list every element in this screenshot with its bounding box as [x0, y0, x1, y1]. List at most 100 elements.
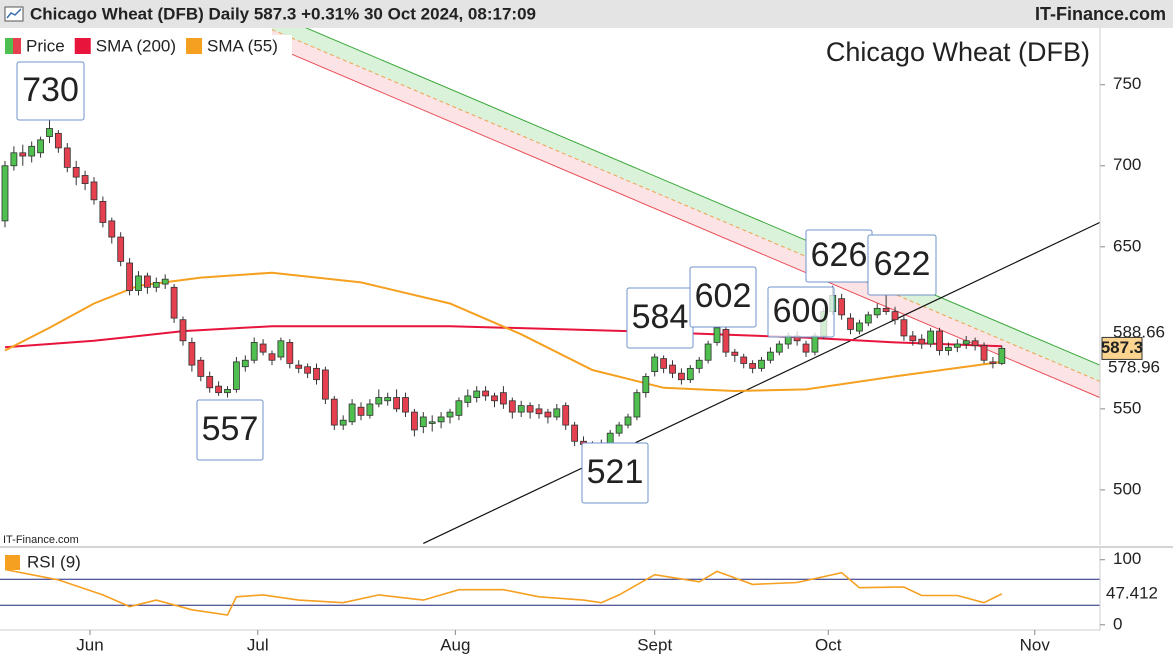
annotation-label: 521 [587, 453, 644, 491]
candle-body [838, 298, 846, 316]
candle-body [143, 275, 151, 288]
candle-body [19, 152, 27, 157]
legend-label: Price [26, 36, 65, 55]
candle-body [330, 398, 338, 426]
candle-body [971, 340, 979, 347]
candle-body [980, 345, 988, 361]
candle-body [936, 330, 943, 351]
y-tick-label: 100 [1113, 549, 1141, 568]
candle-body [758, 359, 765, 369]
legend-label: SMA (55) [207, 36, 278, 55]
candle-body [179, 319, 187, 342]
candle-body [473, 390, 481, 398]
candle-body [90, 181, 98, 201]
legend-label: SMA (200) [96, 36, 176, 55]
candle-body [535, 408, 543, 415]
candle-body [375, 397, 383, 405]
candle-body [117, 236, 125, 262]
trendline [271, 29, 1100, 382]
header-title: Chicago Wheat (DFB) Daily 587.3 +0.31% 3… [30, 4, 536, 23]
sma-line [4, 325, 1002, 349]
channel-lower-band [272, 29, 1100, 398]
candle-body [767, 351, 774, 361]
candle-body [811, 335, 819, 353]
candle-body [686, 367, 694, 381]
header-icon-line [6, 8, 22, 19]
candle-body [731, 351, 739, 356]
candle-body [722, 329, 730, 353]
candle-body [749, 363, 757, 369]
candle-body [366, 403, 374, 416]
candle-body [526, 405, 534, 413]
candle-body [651, 356, 659, 372]
candle-body [446, 411, 454, 418]
candle-body [286, 342, 294, 364]
candle-body [357, 406, 365, 416]
candle-body [384, 397, 392, 402]
source-label: IT-Finance.com [3, 534, 79, 546]
candle-body [295, 364, 303, 369]
candle-body [437, 416, 445, 423]
candle-body [224, 389, 231, 394]
candle-body [339, 419, 347, 426]
candle-body [63, 147, 71, 168]
candle-body [135, 275, 142, 291]
candle-body [46, 128, 53, 137]
candle-body [909, 335, 917, 342]
candle-body [277, 340, 285, 358]
trendline [271, 45, 1100, 398]
annotation-box [16, 61, 85, 121]
trendline [423, 221, 1100, 544]
candle-body [250, 342, 258, 361]
candle-body [54, 132, 62, 149]
legend-label: RSI (9) [27, 552, 81, 571]
annotation-label: 626 [811, 236, 868, 274]
candle-body [241, 359, 249, 368]
x-tick-label: Aug [440, 635, 470, 654]
candle-body [161, 278, 169, 285]
candle-body [206, 376, 214, 389]
legend-swatch [5, 555, 20, 570]
header-bar [0, 0, 1173, 28]
candle-body [740, 356, 748, 364]
y-tick-label: 0 [1113, 614, 1122, 633]
annotation-label: 622 [874, 245, 931, 283]
candle-body [642, 376, 650, 394]
candle-body [313, 367, 320, 381]
candle-body [891, 311, 899, 321]
candle-body [126, 262, 133, 291]
watermark: Chicago Wheat (DFB) [826, 37, 1090, 67]
candle-body [713, 327, 721, 343]
candle-body [348, 403, 356, 423]
candle-body [873, 307, 881, 316]
candle-body [962, 340, 970, 345]
annotation-label: 600 [773, 292, 830, 330]
candle-body [428, 421, 436, 424]
candle-body [72, 166, 80, 178]
candle-body [989, 361, 997, 364]
annotation-box [581, 442, 649, 504]
candle-body [304, 366, 311, 374]
candle-body [669, 364, 676, 374]
candle-body [81, 175, 89, 184]
candle-body [170, 286, 178, 319]
legend-swatch [13, 38, 21, 54]
y-tick-label: 500 [1113, 479, 1141, 498]
candle-body [464, 395, 472, 403]
y-tick-label: 750 [1113, 74, 1141, 93]
candle-body [847, 317, 854, 330]
candle-body [918, 338, 926, 345]
candle-body [268, 353, 276, 361]
candle-body [864, 314, 872, 324]
candle-body [419, 416, 427, 428]
candle-body [927, 330, 935, 345]
annotation-box [767, 286, 835, 338]
candle-body [411, 411, 418, 431]
candle-body [482, 390, 490, 397]
candle-body [215, 385, 222, 394]
candle-body [660, 358, 668, 369]
candle-body [633, 392, 641, 418]
sma55-last-label: 578.96 [1108, 357, 1160, 376]
